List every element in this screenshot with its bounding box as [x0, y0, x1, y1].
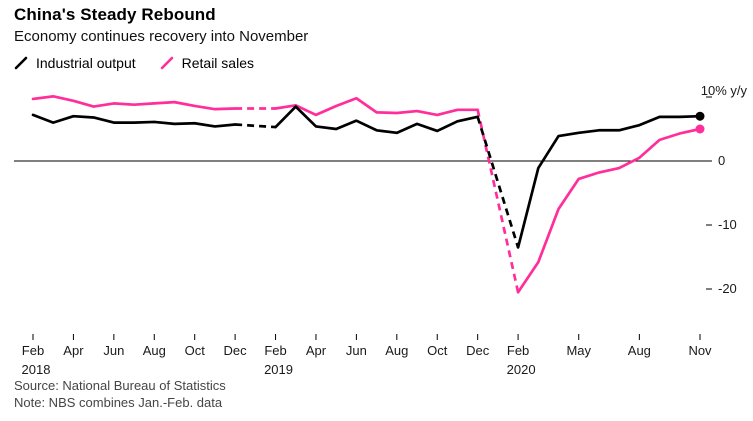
industrial-output-swatch-icon: [14, 56, 29, 70]
retail-sales-line: [516, 127, 702, 294]
industrial-output-line-dashed: [235, 123, 276, 129]
page-title: China's Steady Rebound: [14, 5, 216, 24]
x-tick-label: Apr: [63, 343, 84, 358]
industrial-output-line-dashed: [476, 116, 520, 248]
legend: Industrial output Retail sales: [14, 55, 254, 71]
retail-sales-end-dot: [695, 124, 705, 134]
legend-label-retail-sales: Retail sales: [181, 55, 254, 71]
x-tick-label: Apr: [306, 343, 327, 358]
x-tick-label: May: [566, 343, 591, 358]
retail-sales-line-dashed: [476, 109, 520, 293]
x-tick-label: Jun: [103, 343, 124, 358]
x-tick-label: Oct: [185, 343, 206, 358]
x-year-label: 2019: [264, 362, 293, 377]
industrial-output-line: [274, 105, 480, 135]
retail-sales-line: [31, 95, 237, 111]
y-tick-label: -10: [718, 217, 737, 232]
x-tick-label: Aug: [385, 343, 408, 358]
x-tick-label: Jun: [346, 343, 367, 358]
y-tick-label: 10% y/y: [701, 83, 748, 98]
retail-sales-swatch-icon: [160, 56, 175, 70]
legend-item-retail-sales: Retail sales: [160, 55, 254, 71]
industrial-output-line: [516, 114, 702, 249]
x-tick-label: Feb: [507, 343, 529, 358]
y-tick-label: 0: [718, 153, 725, 168]
legend-item-industrial-output: Industrial output: [14, 55, 136, 71]
industrial-output-end-dot: [695, 111, 705, 121]
source-text: Source: National Bureau of Statistics: [14, 378, 226, 393]
x-tick-label: Feb: [22, 343, 44, 358]
x-year-label: 2018: [22, 362, 51, 377]
x-tick-label: Oct: [427, 343, 448, 358]
x-tick-label: Feb: [264, 343, 286, 358]
y-tick-label: -20: [718, 281, 737, 296]
legend-label-industrial-output: Industrial output: [36, 55, 136, 71]
industrial-output-line: [31, 113, 237, 128]
x-tick-label: Dec: [466, 343, 490, 358]
x-tick-label: Aug: [143, 343, 166, 358]
x-tick-label: Dec: [224, 343, 248, 358]
page-subtitle: Economy continues recovery into November: [14, 28, 309, 45]
x-year-label: 2020: [507, 362, 536, 377]
x-tick-label: Aug: [628, 343, 651, 358]
footer: Source: National Bureau of Statistics No…: [14, 377, 226, 411]
retail-sales-line: [274, 96, 480, 117]
note-text: Note: NBS combines Jan.-Feb. data: [14, 395, 223, 410]
x-tick-label: Nov: [688, 343, 712, 358]
